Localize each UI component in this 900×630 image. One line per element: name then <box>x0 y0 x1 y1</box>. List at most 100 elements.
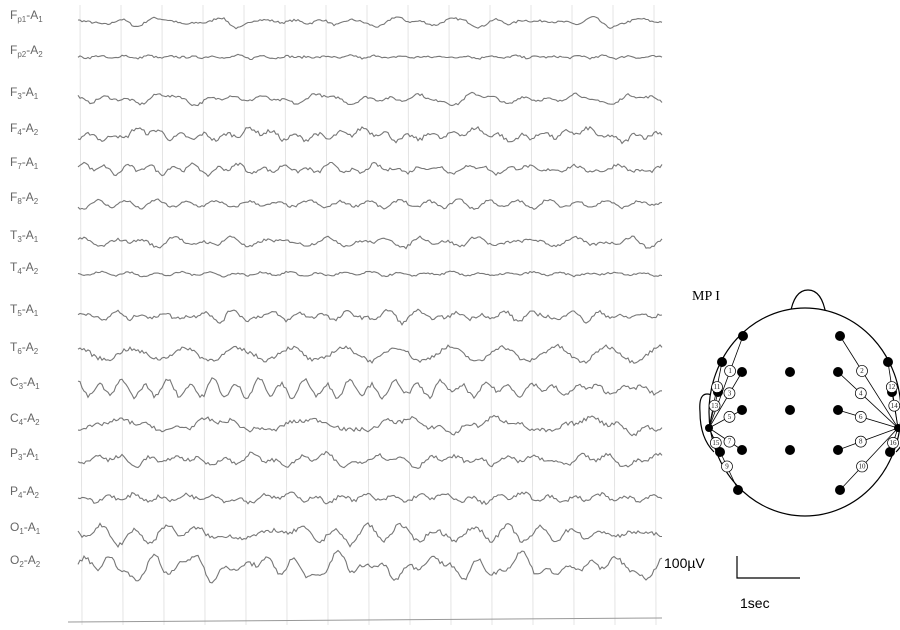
channel-label-main: C <box>10 375 19 389</box>
eeg-traces <box>78 17 662 583</box>
channel-label-sub: 1 <box>34 309 39 318</box>
eeg-trace <box>78 54 662 59</box>
eeg-trace <box>78 127 662 144</box>
lead-number: 9 <box>725 463 729 471</box>
channel-label-main: O <box>10 520 19 534</box>
lead-number: 7 <box>728 438 732 446</box>
channel-label-sub: 1 <box>34 453 39 462</box>
electrode <box>785 405 795 415</box>
channel-label: P3-A1 <box>10 446 39 462</box>
channel-label-main: F <box>10 43 17 57</box>
channel-label-main: -A <box>22 446 34 460</box>
channel-label-main: -A <box>22 121 34 135</box>
lead-number: 3 <box>728 389 732 397</box>
channel-label-sub: 2 <box>34 491 39 500</box>
eeg-trace <box>78 492 662 504</box>
electrode <box>785 367 795 377</box>
channel-label: T3-A1 <box>10 228 39 244</box>
channel-label-main: -A <box>22 228 34 242</box>
channel-label-sub: 2 <box>36 560 41 569</box>
time-axis <box>68 618 662 622</box>
grid-line <box>613 5 615 625</box>
channel-label-sub: 2 <box>34 197 39 206</box>
lead-number: 6 <box>859 413 863 421</box>
eeg-trace <box>78 92 662 105</box>
channel-label-main: C <box>10 411 19 425</box>
channel-label: O2-A2 <box>10 553 41 569</box>
eeg-trace <box>78 236 662 249</box>
lead-number: 16 <box>890 439 898 447</box>
eeg-trace <box>78 452 662 469</box>
time-scale-label: 1sec <box>740 595 770 611</box>
channel-label-main: F <box>10 190 17 204</box>
lead-number: 11 <box>714 383 721 391</box>
eeg-trace <box>78 378 662 399</box>
channel-label-main: -A <box>22 340 34 354</box>
channel-label-sub: 1 <box>35 382 40 391</box>
channel-label: T6-A2 <box>10 340 39 356</box>
montage-title: MP I <box>692 289 720 304</box>
scale-bar <box>737 556 800 578</box>
channel-label-main: P <box>10 484 18 498</box>
channel-labels: Fp1-A1Fp2-A2F3-A1F4-A2F7-A1F8-A2T3-A1T4-… <box>10 8 43 569</box>
channel-label-main: F <box>10 121 17 135</box>
channel-label-sub: 1 <box>34 235 39 244</box>
channel-label-main: F <box>10 8 17 22</box>
grid-line <box>572 5 574 625</box>
lead-number: 4 <box>859 389 863 397</box>
channel-label-sub: 2 <box>34 128 39 137</box>
channel-label-main: O <box>10 553 19 567</box>
channel-label-sub: 2 <box>34 267 39 276</box>
channel-label-main: -A <box>23 411 35 425</box>
lead-number: 1 <box>728 367 732 375</box>
channel-label-main: -A <box>22 484 34 498</box>
channel-label: C3-A1 <box>10 375 40 391</box>
lead-number: 12 <box>888 383 896 391</box>
channel-label-main: -A <box>22 260 34 274</box>
lead-number: 13 <box>711 402 719 410</box>
channel-label-main: -A <box>24 520 36 534</box>
channel-label: Fp1-A1 <box>10 8 43 24</box>
lead-number: 8 <box>859 438 863 446</box>
amplitude-scale-label: 100µV <box>664 555 705 571</box>
channel-label-main: -A <box>24 553 36 567</box>
channel-label: T5-A1 <box>10 302 39 318</box>
lead-number: 2 <box>860 367 864 375</box>
channel-label-main: -A <box>23 375 35 389</box>
eeg-trace <box>78 415 662 435</box>
channel-label-sub: 2 <box>38 50 43 59</box>
channel-label-sub: 1 <box>36 527 41 536</box>
lead-number: 10 <box>859 463 867 471</box>
channel-label-main: F <box>10 155 17 169</box>
channel-label-main: P <box>10 446 18 460</box>
electrode <box>785 445 795 455</box>
head-diagram <box>700 290 900 516</box>
eeg-trace <box>78 344 662 363</box>
channel-label-sub: 1 <box>38 15 43 24</box>
eeg-trace <box>78 523 662 547</box>
channel-label-sub: 1 <box>34 92 39 101</box>
lead-number: 15 <box>712 439 720 447</box>
channel-label: O1-A1 <box>10 520 41 536</box>
channel-label: F3-A1 <box>10 85 39 101</box>
eeg-trace <box>78 17 662 29</box>
channel-label-main: -A <box>26 8 38 22</box>
channel-label-main: F <box>10 85 17 99</box>
grid-line <box>490 5 492 625</box>
channel-label-main: -A <box>22 155 34 169</box>
channel-label-main: -A <box>26 43 38 57</box>
channel-label-main: -A <box>22 190 34 204</box>
eeg-trace <box>78 162 662 176</box>
channel-label: F4-A2 <box>10 121 39 137</box>
eeg-trace <box>78 309 662 325</box>
channel-label: T4-A2 <box>10 260 39 276</box>
channel-label-sub: 2 <box>34 347 39 356</box>
channel-label-main: -A <box>22 85 34 99</box>
channel-label: P4-A2 <box>10 484 39 500</box>
channel-label-sub: 1 <box>34 162 39 171</box>
grid-line <box>162 5 164 625</box>
channel-label: F8-A2 <box>10 190 39 206</box>
eeg-trace <box>78 271 662 277</box>
grid-line <box>531 5 533 625</box>
channel-label: Fp2-A2 <box>10 43 43 59</box>
